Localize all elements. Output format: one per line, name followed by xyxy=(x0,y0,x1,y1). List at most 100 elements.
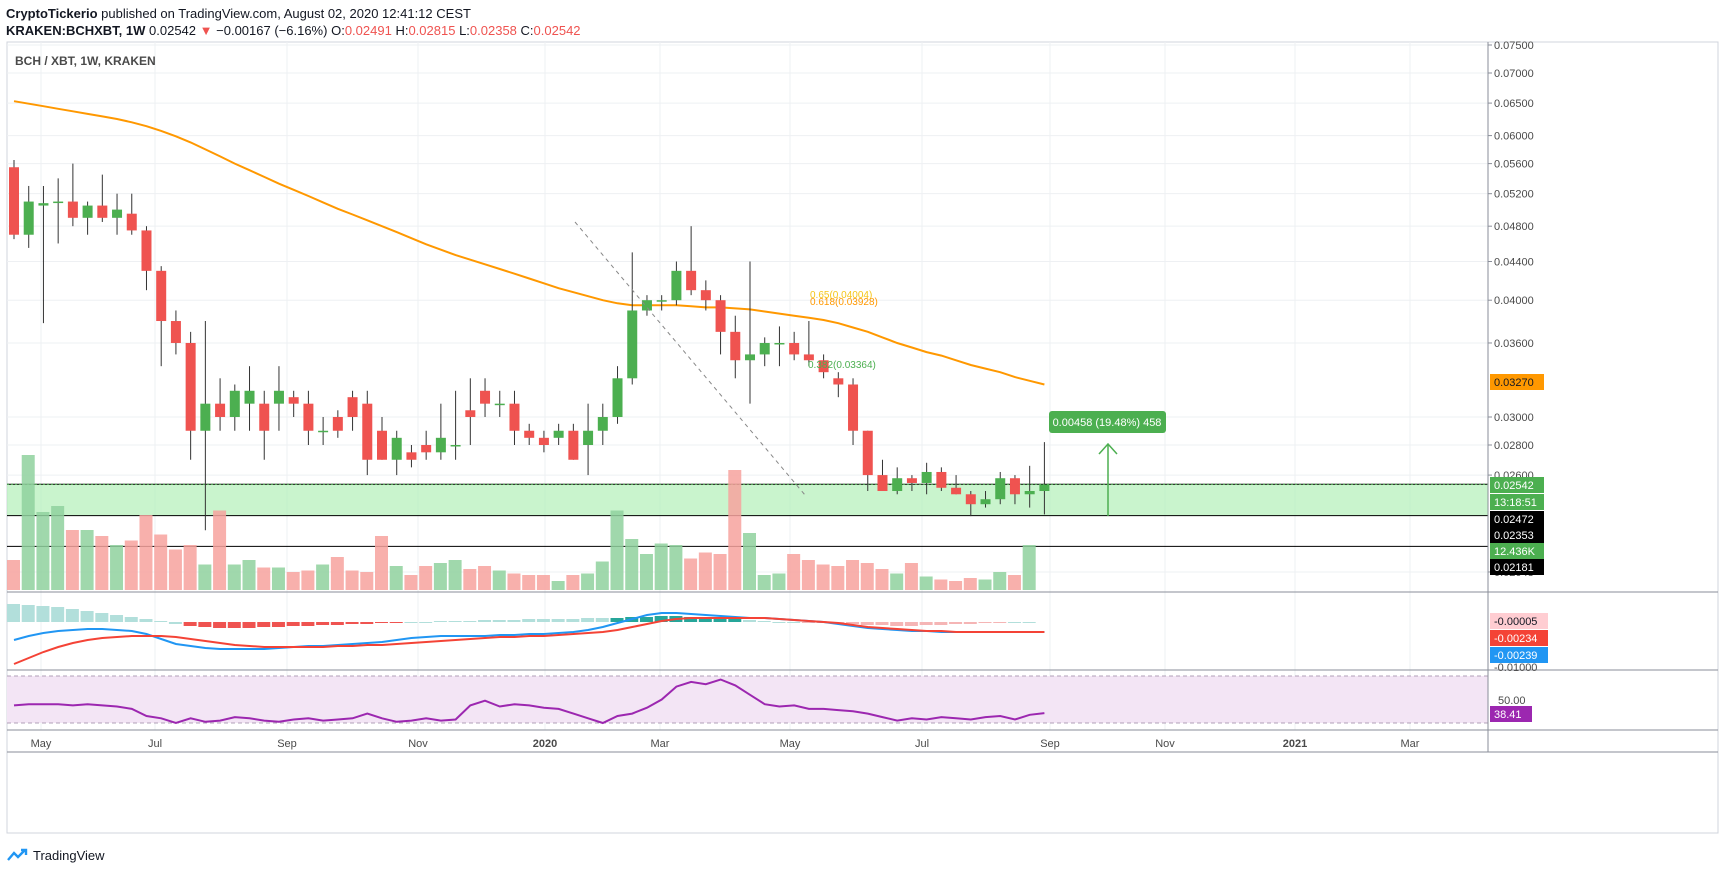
axis-tick-label: 0.05200 xyxy=(1494,189,1534,201)
macd-histogram-bar xyxy=(360,622,374,624)
candle-body xyxy=(745,354,755,361)
macd-histogram-bar xyxy=(198,622,212,627)
macd-histogram-bar xyxy=(36,606,50,622)
candle-body xyxy=(391,437,402,460)
macd-histogram-bar xyxy=(110,615,124,622)
candle-body xyxy=(450,445,461,447)
volume-bar xyxy=(375,536,388,590)
macd-histogram-bar xyxy=(890,622,904,626)
measure-box xyxy=(1049,411,1166,433)
volume-bar xyxy=(463,569,477,590)
volume-bar xyxy=(684,558,698,590)
candle-body xyxy=(435,437,446,453)
candle-body xyxy=(1009,478,1020,495)
candle-body xyxy=(170,321,181,343)
rsi-label-box xyxy=(1490,706,1532,722)
macd-histogram-bar xyxy=(846,622,860,624)
candle-body xyxy=(303,403,314,431)
time-axis-label: Mar xyxy=(1401,738,1420,750)
volume-bar xyxy=(65,530,79,590)
candle-body xyxy=(509,403,520,431)
price-axis[interactable]: 0.07500 0.07000 0.06500 0.06000 0.05600 0.052… xyxy=(1487,40,1548,752)
volume-bar xyxy=(551,581,565,590)
candle-body xyxy=(1039,484,1050,492)
candle-body xyxy=(288,397,299,404)
macd-histogram-bar xyxy=(139,619,153,622)
rsi-pane xyxy=(7,669,1718,731)
candle-body xyxy=(921,471,932,483)
volume-bar xyxy=(301,570,315,590)
candle-body xyxy=(126,213,137,231)
time-axis-label: Jul xyxy=(915,738,929,750)
published-text: published on TradingView.com, August 02,… xyxy=(101,6,471,21)
time-axis-label: May xyxy=(31,738,52,750)
volume-bar xyxy=(963,578,977,590)
macd-line xyxy=(13,612,1045,650)
macd-histogram-bar xyxy=(610,618,624,622)
volume-bar xyxy=(522,575,536,590)
volume-bar xyxy=(492,570,506,590)
footer-brand[interactable]: TradingView xyxy=(33,847,105,863)
pane-title: BCH / XBT, 1W, KRAKEN xyxy=(15,54,156,68)
axis-tick-label: 0.04400 xyxy=(1494,257,1534,269)
moving-average xyxy=(13,100,1045,386)
candle-body xyxy=(656,300,667,302)
candle-body xyxy=(273,390,284,404)
candle-body xyxy=(9,167,19,235)
volume-bar xyxy=(110,545,124,590)
candle-body xyxy=(892,478,903,492)
macd-histogram-bar xyxy=(80,611,94,622)
last-price: 0.02542 xyxy=(149,23,197,38)
open-value: 0.02491 xyxy=(344,23,392,38)
axis-tick-label: 0.06500 xyxy=(1494,98,1534,110)
candle-body xyxy=(494,403,505,406)
candle-body xyxy=(406,452,417,460)
macd-histogram-bar xyxy=(375,622,388,623)
candle-body xyxy=(185,342,196,431)
time-axis-label: Sep xyxy=(277,738,297,750)
macd-label: -0.00234 xyxy=(1494,633,1537,645)
candle-body xyxy=(627,310,638,379)
price-label-box xyxy=(1490,494,1544,510)
macd-histogram-bar xyxy=(95,613,109,622)
macd-histogram-bar xyxy=(478,620,492,622)
price-change: −0.00167 (−6.16%) xyxy=(216,23,328,38)
candle-body xyxy=(700,290,711,301)
symbol-line: KRAKEN:BCHXBT, 1W 0.02542 ▼ −0.00167 (−6… xyxy=(6,23,581,38)
volume-bar xyxy=(404,575,418,590)
volume-bar xyxy=(713,554,727,590)
footer: TradingView xyxy=(7,846,105,864)
chart-border xyxy=(6,41,1719,834)
macd-histogram-bar xyxy=(743,620,756,622)
symbol-label: KRAKEN:BCHXBT, 1W xyxy=(6,23,146,38)
macd-histogram-bar xyxy=(522,619,536,622)
volume-bar xyxy=(536,575,550,590)
volume-bar xyxy=(978,579,992,590)
volume-bar xyxy=(478,566,492,590)
time-axis-label: Jul xyxy=(148,738,162,750)
price-label: 0.03270 xyxy=(1494,377,1534,389)
macd-histogram-bar xyxy=(536,619,550,622)
volume-bar xyxy=(271,567,285,590)
publisher-name[interactable]: CryptoTickerio xyxy=(6,6,98,21)
macd-histogram-bar xyxy=(330,622,344,625)
candle-body xyxy=(803,354,814,361)
macd-label-box xyxy=(1490,647,1548,663)
macd-histogram-bar xyxy=(271,622,285,627)
volume-bar xyxy=(846,560,860,590)
axis-tick-label: 0.04000 xyxy=(1494,295,1534,307)
volume-bar xyxy=(345,570,359,590)
candle-body xyxy=(568,430,579,460)
tradingview-logo-icon xyxy=(7,848,28,861)
time-axis[interactable]: May Jul Sep Nov 2020 Mar May Jul Sep Nov 2021 Mar xyxy=(7,738,1718,753)
volume-bar xyxy=(80,530,94,590)
volume-bar xyxy=(743,533,756,590)
fib-0618-label: 0.618(0.03928) xyxy=(810,297,878,308)
volume-bar xyxy=(787,554,801,590)
price-label-box xyxy=(1490,511,1544,527)
candle-body xyxy=(995,478,1006,500)
candle-body xyxy=(200,403,211,431)
macd-histogram-bar xyxy=(7,604,20,622)
macd-histogram-bar xyxy=(21,605,35,622)
